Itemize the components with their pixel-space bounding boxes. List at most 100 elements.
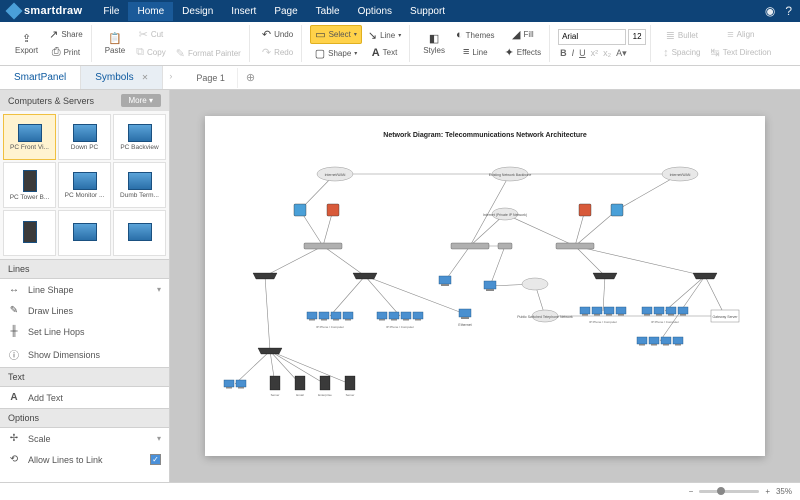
symbol-item[interactable]: PC Front Vi... — [3, 114, 56, 160]
line-hops-row[interactable]: ╫Set Line Hops — [0, 321, 169, 342]
zoom-level: 35% — [776, 487, 792, 496]
line-shape-row[interactable]: ↔Line Shape▾ — [0, 279, 169, 300]
textdir-button[interactable]: ↹Text Direction — [707, 44, 776, 61]
workspace: Computers & Servers More ▾ PC Front Vi..… — [0, 90, 800, 482]
svg-text:Internet/WAN: Internet/WAN — [325, 173, 346, 177]
symbol-item[interactable]: PC Backview — [113, 114, 166, 160]
library-header: Computers & Servers More ▾ — [0, 90, 169, 111]
zoom-control[interactable]: − + 35% — [689, 487, 792, 496]
symbol-item[interactable]: Down PC — [58, 114, 111, 160]
cut-button[interactable]: ✂Cut — [132, 26, 170, 43]
effects-button[interactable]: ✦Effects — [501, 44, 546, 61]
network-diagram[interactable]: Internet/WAN Existing Network Backbone Int… — [205, 116, 765, 456]
svg-text:Internet/WAN: Internet/WAN — [670, 173, 691, 177]
underline-button[interactable]: U — [579, 48, 586, 59]
svg-text:Server: Server — [271, 393, 280, 397]
draw-lines-row[interactable]: ✎Draw Lines — [0, 300, 169, 321]
themes-button[interactable]: ◐Themes — [452, 27, 499, 43]
symbol-item[interactable]: Dumb Term... — [113, 162, 166, 208]
svg-text:Gateway Server: Gateway Server — [712, 315, 738, 319]
symbol-item[interactable] — [58, 210, 111, 256]
notifications-icon[interactable]: ◉ — [765, 4, 775, 18]
text-section-header: Text — [0, 367, 169, 387]
export-button[interactable]: ⇪Export — [10, 30, 43, 57]
lineprop-button[interactable]: ≡Line — [452, 44, 499, 60]
svg-text:Existing Network Backbone: Existing Network Backbone — [489, 173, 532, 177]
checkbox-icon[interactable]: ✓ — [150, 454, 161, 465]
menu-insert[interactable]: Insert — [222, 2, 265, 21]
font-size-input[interactable] — [628, 29, 646, 45]
font-family-input[interactable] — [558, 29, 626, 45]
select-tool[interactable]: ▭Select▾ — [310, 25, 362, 44]
fill-button[interactable]: ◢Fill — [501, 26, 546, 43]
diagram-canvas[interactable]: Network Diagram: Telecommunications Netw… — [205, 116, 765, 456]
svg-text:Internet (Private IP Network): Internet (Private IP Network) — [483, 213, 527, 217]
page-tab-1[interactable]: Page 1 — [184, 68, 238, 88]
symbol-grid: PC Front Vi...Down PCPC Backview PC Tower… — [0, 111, 169, 259]
share-button[interactable]: ↗Share — [45, 26, 87, 43]
subscript-button[interactable]: x₂ — [603, 48, 611, 59]
spacing-button[interactable]: ↕Spacing — [659, 45, 704, 61]
redo-button[interactable]: ↷Redo — [258, 44, 297, 61]
italic-button[interactable]: I — [572, 48, 575, 59]
panel-nav-chevron[interactable]: › — [163, 66, 178, 89]
menu-page[interactable]: Page — [265, 2, 306, 21]
print-button[interactable]: ⎙Print — [45, 44, 87, 61]
menu-home[interactable]: Home — [128, 2, 173, 21]
svg-text:Email: Email — [296, 393, 304, 397]
svg-text:IP Phone / Computer: IP Phone / Computer — [316, 325, 344, 329]
paste-button[interactable]: 📋Paste — [100, 30, 130, 57]
ribbon-toolbar: ⇪Export ↗Share ⎙Print 📋Paste ✂Cut ⧉Copy … — [0, 22, 800, 66]
menu-table[interactable]: Table — [307, 2, 349, 21]
brand-name: smartdraw — [24, 5, 82, 17]
bullet-button[interactable]: ≣Bullet — [659, 27, 704, 44]
main-menu: FileHomeDesignInsertPageTableOptionsSupp… — [94, 2, 454, 21]
zoom-slider[interactable] — [699, 490, 759, 493]
svg-text:Enterprise: Enterprise — [318, 393, 332, 397]
bold-button[interactable]: B — [560, 48, 567, 59]
show-dim-row[interactable]: ⓘShow Dimensions — [0, 342, 169, 367]
canvas-area[interactable]: Network Diagram: Telecommunications Netw… — [170, 90, 800, 482]
text-format-row: B I U x² x₂ A▾ — [558, 46, 646, 59]
help-icon[interactable]: ? — [785, 4, 792, 18]
tab-smartpanel[interactable]: SmartPanel — [0, 66, 81, 89]
scale-row[interactable]: ✢Scale▾ — [0, 428, 169, 449]
svg-text:Ethernet: Ethernet — [458, 323, 471, 327]
undo-button[interactable]: ↶Undo — [258, 26, 297, 43]
tabs-row: SmartPanel Symbols✕ › Page 1 ⊕ — [0, 66, 800, 90]
copy-button[interactable]: ⧉Copy — [132, 44, 170, 61]
symbol-item[interactable]: PC Monitor ... — [58, 162, 111, 208]
more-button[interactable]: More ▾ — [121, 94, 161, 107]
font-color-button[interactable]: A▾ — [616, 48, 627, 59]
menu-options[interactable]: Options — [349, 2, 401, 21]
allow-link-row[interactable]: ⟲Allow Lines to Link✓ — [0, 449, 169, 470]
symbols-sidebar: Computers & Servers More ▾ PC Front Vi..… — [0, 90, 170, 482]
symbol-item[interactable] — [3, 210, 56, 256]
options-section-header: Options — [0, 408, 169, 428]
status-bar: − + 35% — [0, 482, 800, 500]
add-text-row[interactable]: AAdd Text — [0, 387, 169, 408]
menu-design[interactable]: Design — [173, 2, 222, 21]
menu-support[interactable]: Support — [401, 2, 454, 21]
symbol-item[interactable]: PC Tower B... — [3, 162, 56, 208]
text-tool[interactable]: AText — [364, 45, 405, 61]
title-bar: smartdraw FileHomeDesignInsertPageTableO… — [0, 0, 800, 22]
format-painter-button[interactable]: ✎Format Painter — [172, 45, 245, 62]
symbol-item[interactable] — [113, 210, 166, 256]
logo-icon — [6, 3, 23, 20]
align-button[interactable]: ≡Align — [707, 27, 776, 43]
svg-text:IP Phone / Computer: IP Phone / Computer — [589, 320, 617, 324]
close-icon[interactable]: ✕ — [142, 73, 149, 82]
line-tool[interactable]: ↘Line▾ — [364, 27, 405, 44]
svg-text:IP Phone / Computer: IP Phone / Computer — [386, 325, 414, 329]
library-title: Computers & Servers — [8, 96, 94, 106]
add-page-button[interactable]: ⊕ — [238, 66, 263, 89]
zoom-out-icon[interactable]: − — [689, 487, 694, 496]
svg-text:IP Phone / Computer: IP Phone / Computer — [651, 320, 679, 324]
zoom-in-icon[interactable]: + — [765, 487, 770, 496]
superscript-button[interactable]: x² — [591, 48, 599, 59]
tab-symbols[interactable]: Symbols✕ — [81, 66, 163, 89]
styles-button[interactable]: ◧Styles — [418, 30, 450, 57]
menu-file[interactable]: File — [94, 2, 128, 21]
shape-tool[interactable]: ▢Shape▾ — [310, 45, 362, 62]
